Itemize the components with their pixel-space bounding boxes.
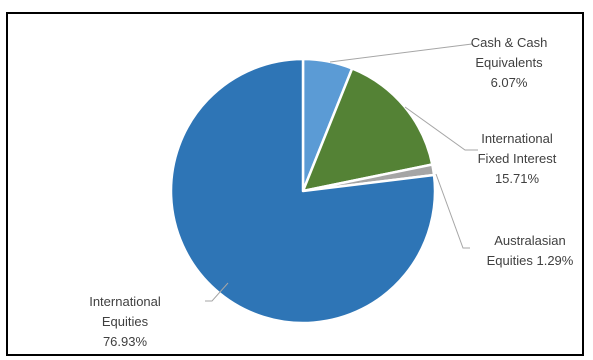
- slice-label-line: Fixed Interest: [478, 151, 557, 166]
- slice-label-line: Australasian: [494, 233, 566, 248]
- slice-label: Cash & Cash Equivalents 6.07%: [471, 35, 548, 90]
- slice-label: Australasian Equities 1.29%: [487, 233, 574, 268]
- slice-label: International Equities 76.93%: [89, 294, 161, 349]
- leader-line: [330, 44, 472, 62]
- slice-label-line: Equities 1.29%: [487, 253, 574, 268]
- slice-label-line: International: [89, 294, 161, 309]
- slice-label-line: Equities: [102, 314, 149, 329]
- pie-slices: [171, 59, 435, 323]
- slice-label-line: 76.93%: [103, 334, 148, 349]
- leader-line: [436, 174, 470, 248]
- slice-label-line: Equivalents: [475, 55, 543, 70]
- slice-label: International Fixed Interest 15.71%: [478, 131, 557, 186]
- slice-label-line: International: [481, 131, 553, 146]
- slice-label-line: 6.07%: [491, 75, 528, 90]
- slice-label-line: 15.71%: [495, 171, 540, 186]
- slice-label-line: Cash & Cash: [471, 35, 548, 50]
